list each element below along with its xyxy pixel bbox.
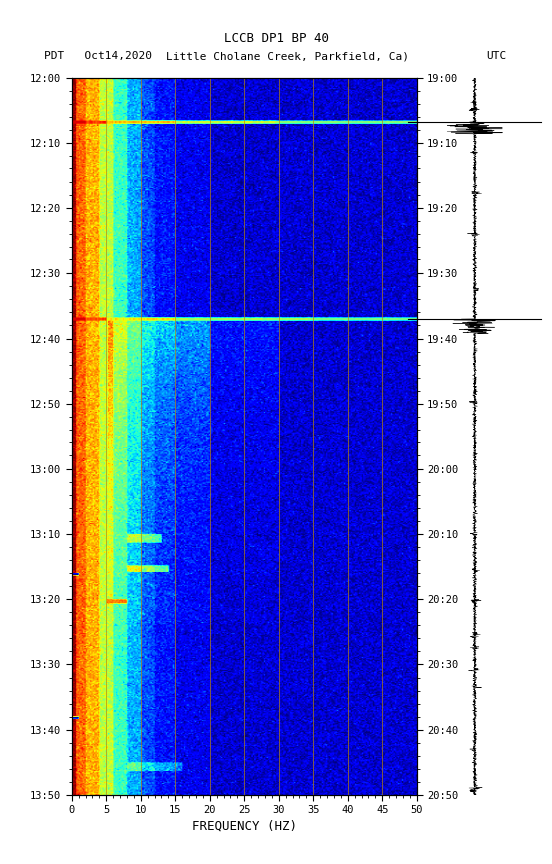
Text: LCCB DP1 BP 40: LCCB DP1 BP 40 (224, 32, 328, 46)
Text: PDT   Oct14,2020: PDT Oct14,2020 (44, 51, 152, 61)
Text: Little Cholane Creek, Parkfield, Ca): Little Cholane Creek, Parkfield, Ca) (166, 51, 408, 61)
X-axis label: FREQUENCY (HZ): FREQUENCY (HZ) (192, 819, 297, 832)
Text: UTC: UTC (486, 51, 506, 61)
